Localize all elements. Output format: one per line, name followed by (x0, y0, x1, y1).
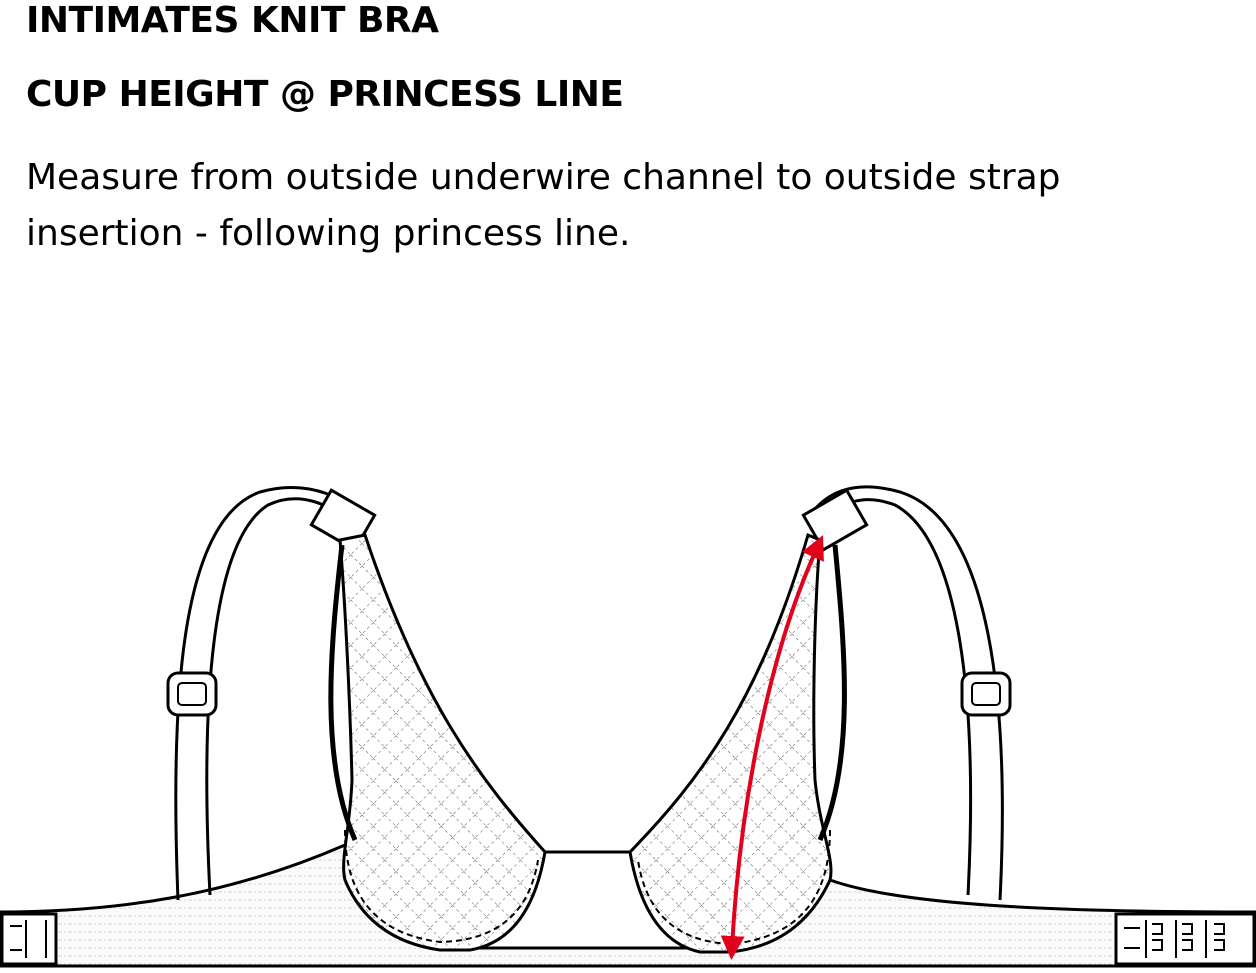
cup-height-measurement-arrow (720, 535, 824, 960)
underband (0, 842, 1256, 968)
page-title: INTIMATES KNIT BRA (26, 0, 439, 41)
hook-eye-right (1114, 912, 1256, 966)
right-strap (801, 485, 1012, 901)
measurement-instructions: Measure from outside underwire channel t… (26, 150, 1226, 262)
hook-eye-left (0, 912, 58, 966)
instruction-line-2: insertion - following princess line. (26, 213, 631, 254)
left-strap (166, 486, 377, 901)
measurement-title: CUP HEIGHT @ PRINCESS LINE (26, 74, 624, 115)
instruction-line-1: Measure from outside underwire channel t… (26, 157, 1061, 198)
right-strap-tab (801, 488, 869, 552)
right-strap-slider (960, 671, 1012, 717)
left-strap-slider (166, 671, 218, 717)
left-cup (328, 533, 547, 952)
